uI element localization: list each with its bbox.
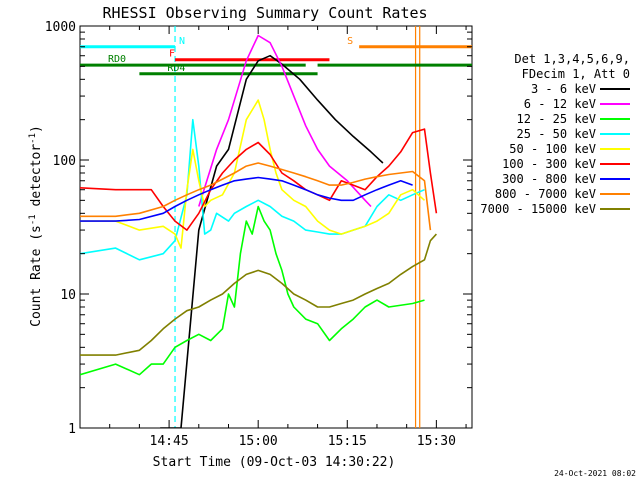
legend-label-0: 3 - 6 keV <box>531 82 596 96</box>
legend-label-6: 300 - 800 keV <box>502 172 596 186</box>
legend: Det 1,3,4,5,6,9, FDecim 1, Att 0 3 - 6 k… <box>480 52 630 216</box>
legend-header-line1: Det 1,3,4,5,6,9, <box>514 52 630 66</box>
legend-label-8: 7000 - 15000 keV <box>480 202 596 216</box>
series-line-1 <box>198 34 372 208</box>
state-bar-label-0: N <box>179 36 185 47</box>
state-bar-label-3: RD0 <box>108 54 126 65</box>
series-line-3 <box>80 118 425 261</box>
vertical-markers <box>174 26 421 428</box>
y-label-part1: Count Rate (s <box>29 225 44 327</box>
state-bar-label-2: S <box>347 36 353 47</box>
series-line-0 <box>160 54 384 428</box>
y-axis-label: Count Rate (s-1 detector-1) <box>28 125 44 327</box>
y-tick-label-3: 1000 <box>45 20 76 35</box>
x-tick-label-3: 15:30 <box>417 434 456 449</box>
legend-label-1: 6 - 12 keV <box>524 97 596 111</box>
legend-label-7: 800 - 7000 keV <box>495 187 596 201</box>
y-tick-label-0: 1 <box>68 422 76 437</box>
series-layer <box>80 34 438 428</box>
legend-header-line2: FDecim 1, Att 0 <box>522 67 630 81</box>
axis-ticks: 14:45 15:00 15:15 15:30 1 10 100 1000 <box>45 20 472 449</box>
y-tick-label-1: 10 <box>60 288 76 303</box>
legend-label-3: 25 - 50 keV <box>517 127 596 141</box>
series-line-2 <box>80 205 425 376</box>
series-line-7 <box>80 162 432 231</box>
x-tick-label-0: 14:45 <box>150 434 189 449</box>
legend-label-2: 12 - 25 keV <box>517 112 596 126</box>
series-line-8 <box>80 233 437 356</box>
y-label-part2: detector <box>29 144 44 215</box>
chart-title: RHESSI Observing Summary Count Rates <box>102 4 427 22</box>
y-tick-label-2: 100 <box>53 154 76 169</box>
x-tick-label-1: 15:00 <box>239 434 278 449</box>
x-axis-label: Start Time (09-Oct-03 14:30:22) <box>153 455 396 470</box>
y-label-part3: ) <box>29 125 44 133</box>
state-bar-label-4: RD4 <box>167 63 185 74</box>
y-label-sup2: -1 <box>28 133 38 144</box>
y-label-sup1: -1 <box>28 214 38 225</box>
legend-label-5: 100 - 300 keV <box>502 157 596 171</box>
x-tick-label-2: 15:15 <box>328 434 367 449</box>
series-line-5 <box>80 128 438 231</box>
plot-frame <box>79 25 473 429</box>
state-bar-label-1: F <box>169 49 175 60</box>
series-line-4 <box>80 99 426 249</box>
series-line-6 <box>80 176 413 222</box>
timestamp: 24-Oct-2021 08:02 <box>554 469 636 478</box>
legend-label-4: 50 - 100 keV <box>509 142 596 156</box>
state-bars: NF S RD0 RD4 <box>80 36 472 76</box>
